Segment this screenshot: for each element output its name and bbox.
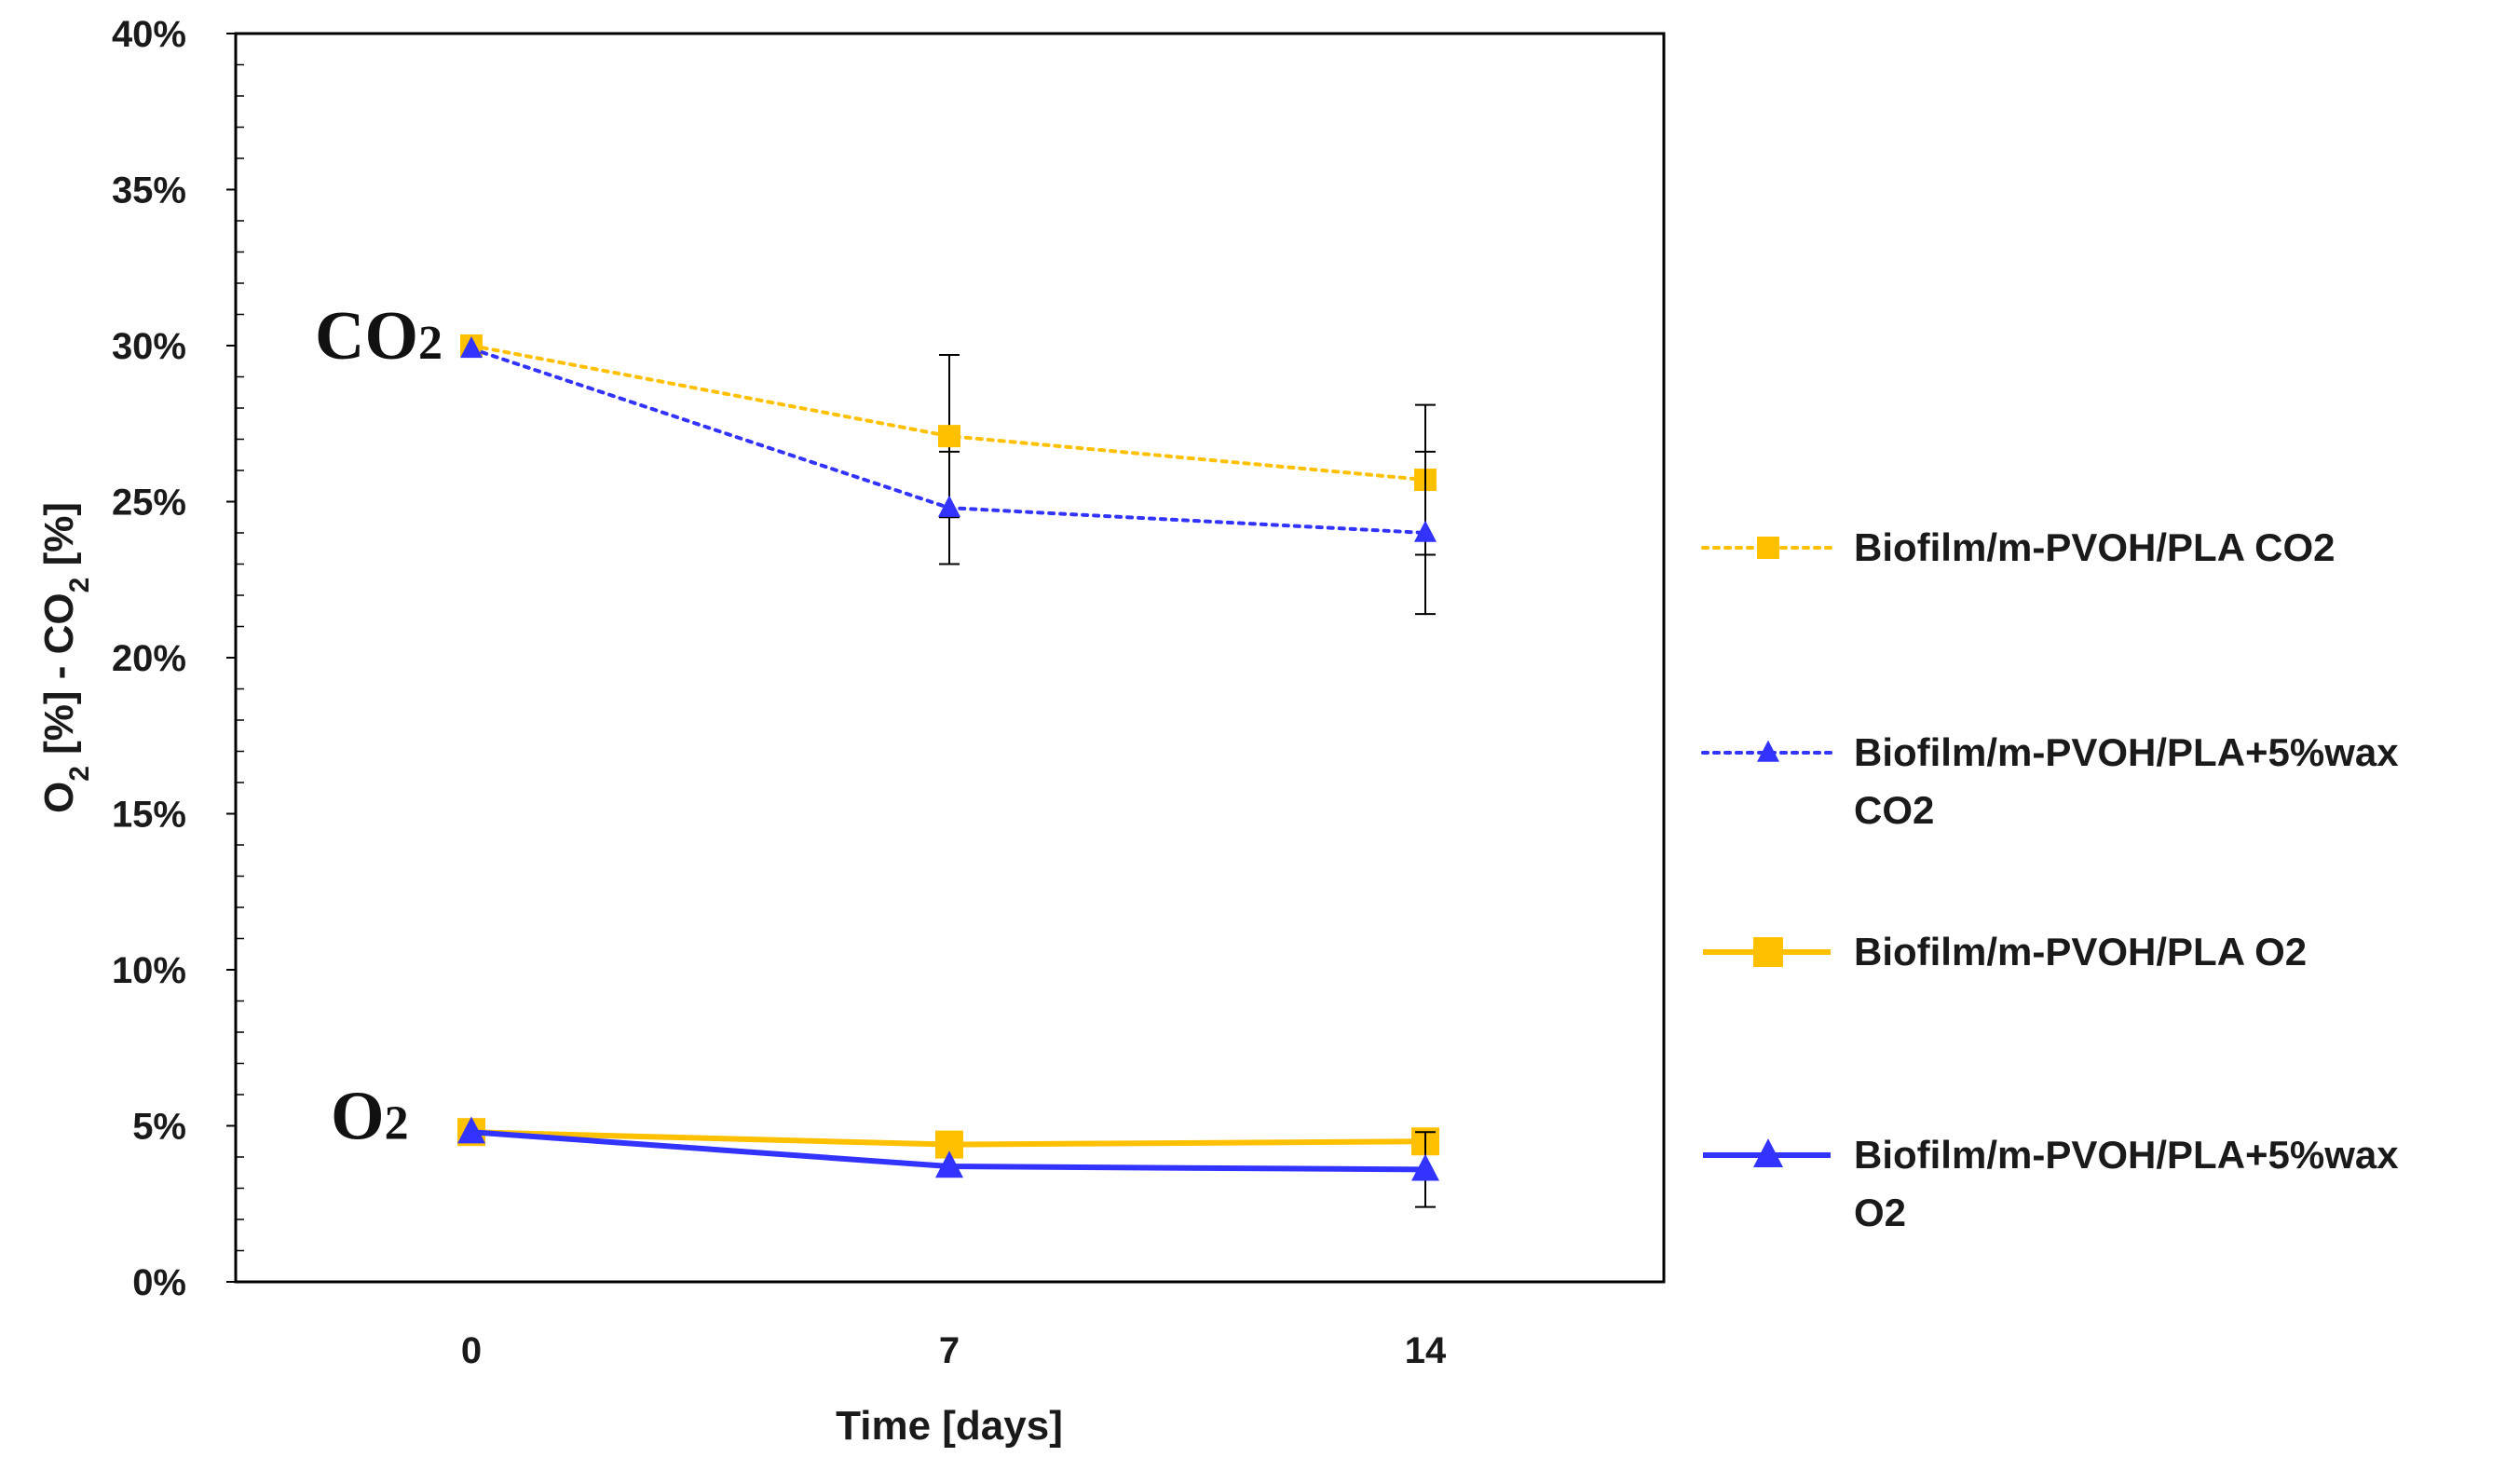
data-point [938, 425, 960, 448]
plot-area [234, 32, 1666, 1284]
y-tick-label: 35% [112, 170, 186, 211]
y-minor-ticks [236, 63, 244, 1252]
y-tick-label: 15% [112, 795, 186, 836]
y-tick-label: 25% [112, 483, 186, 524]
x-axis-title: Time [days] [836, 1403, 1063, 1449]
y-axis-ticks: 0% 5% 10% 15% 20% 25% 30% 35% 40% [112, 14, 236, 1303]
data-point [935, 1150, 963, 1178]
annotation-subscript: 2 [385, 1097, 409, 1150]
legend-item-3: Biofilm/m-PVOH/PLA O2 [1703, 930, 2307, 973]
y-tick-label: 5% [132, 1107, 186, 1148]
legend-item-1: Biofilm/m-PVOH/PLA CO2 [1701, 525, 2336, 569]
data-point [460, 335, 483, 359]
legend: Biofilm/m-PVOH/PLA CO2 Biofilm/m-PVOH/PLA… [1701, 525, 2399, 1234]
series-4 [457, 1116, 1439, 1208]
data-point [457, 1116, 485, 1144]
annotation-main: CO [315, 298, 418, 374]
x-axis-ticks: 0 7 14 [461, 1330, 1447, 1371]
x-tick-label: 0 [461, 1330, 482, 1371]
series-3 [457, 1118, 1439, 1159]
y-tick-label: 0% [132, 1262, 186, 1303]
series-2 [460, 335, 1437, 616]
legend-item-4: Biofilm/m-PVOH/PLA+5%wax O2 [1703, 1133, 2399, 1234]
legend-label: Biofilm/m-PVOH/PLA+5%wax [1854, 730, 2399, 774]
y-axis-title-part: [%] - CO [36, 592, 82, 766]
x-tick-label: 7 [939, 1330, 960, 1371]
legend-label: Biofilm/m-PVOH/PLA O2 [1854, 930, 2307, 973]
y-tick-label: 30% [112, 326, 186, 367]
legend-label: O2 [1854, 1191, 1906, 1234]
y-tick-label: 40% [112, 14, 186, 55]
legend-marker [1757, 740, 1779, 762]
legend-label: CO2 [1854, 788, 1934, 832]
y-tick-label: 20% [112, 638, 186, 679]
y-axis-title: O2 [%] - CO2 [%] [36, 502, 95, 813]
data-point [1411, 1153, 1439, 1181]
annotation-label: CO2 [315, 298, 443, 374]
data-point [938, 495, 960, 517]
annotation-main: O [331, 1079, 385, 1155]
legend-marker [1753, 1138, 1783, 1167]
data-point [1414, 520, 1437, 542]
legend-label: Biofilm/m-PVOH/PLA+5%wax [1854, 1133, 2399, 1177]
y-axis-title-part: O [36, 782, 82, 813]
legend-marker [1757, 537, 1779, 559]
legend-item-2: Biofilm/m-PVOH/PLA+5%wax CO2 [1701, 730, 2399, 832]
series-layer [457, 334, 1439, 1208]
y-axis-title-subscript: 2 [64, 766, 95, 782]
x-tick-label: 14 [1405, 1330, 1447, 1371]
legend-marker [1753, 937, 1783, 967]
y-tick-label: 10% [112, 950, 186, 991]
annotation-subscript: 2 [418, 317, 443, 370]
y-axis-title-part: [%] [36, 502, 82, 578]
legend-label: Biofilm/m-PVOH/PLA CO2 [1854, 525, 2336, 569]
y-axis-title-subscript: 2 [64, 578, 95, 593]
annotation-label: O2 [331, 1079, 409, 1155]
